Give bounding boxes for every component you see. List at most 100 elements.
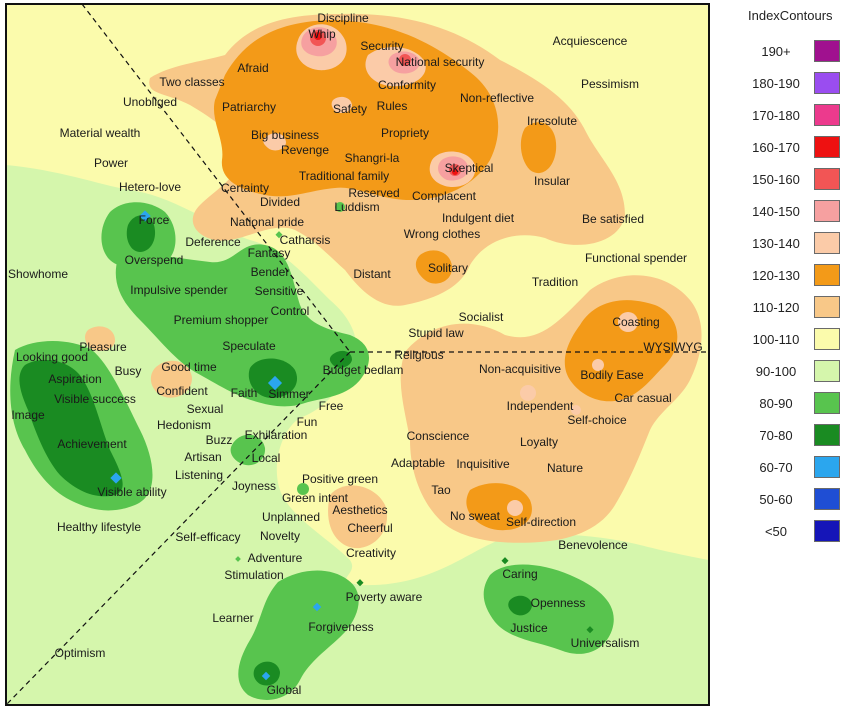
legend-item: 170-180 — [744, 99, 848, 131]
map-label: Car casual — [614, 391, 671, 405]
map-label: Propriety — [381, 126, 429, 140]
map-label: Good time — [161, 360, 217, 374]
map-label: Premium shopper — [174, 313, 269, 327]
map-label: Fun — [297, 415, 318, 429]
band-120-130-irresolute-blob — [520, 122, 557, 174]
legend-item: <50 — [744, 515, 848, 547]
map-label: Local — [252, 451, 281, 465]
map-label: Be satisfied — [582, 212, 644, 226]
map-label: Adventure — [248, 551, 303, 565]
map-label: Coasting — [612, 315, 659, 329]
band-110-120-pleasure-blob — [85, 326, 116, 351]
map-label: Poverty aware — [346, 590, 423, 604]
band-160-170-whip-peak — [314, 32, 322, 40]
map-label: Non-acquisitive — [479, 362, 561, 376]
map-label: Joyness — [232, 479, 276, 493]
legend-item-label: 80-90 — [759, 395, 793, 411]
map-label: Revenge — [281, 143, 329, 157]
legend-swatch — [814, 392, 840, 414]
map-label: Benevolence — [558, 538, 628, 552]
map-label: Healthy lifestyle — [57, 520, 141, 534]
map-label: Whip — [308, 27, 336, 41]
legend-item-label: 100-110 — [752, 331, 800, 347]
legend-swatch — [814, 168, 840, 190]
band-110-120-aesthetics-blob — [328, 485, 388, 549]
map-label: Inquisitive — [456, 457, 510, 471]
legend: IndexContours 190+ 180-190 170-180 160-170 1… — [744, 6, 848, 547]
legend-item-label: 140-150 — [752, 203, 800, 219]
legend-swatch — [814, 424, 840, 446]
legend-item-label: 190+ — [761, 43, 791, 59]
map-label: Divided — [260, 195, 300, 209]
map-label: Control — [271, 304, 310, 318]
map-label: Positive green — [302, 472, 378, 486]
legend-item: 110-120 — [744, 291, 848, 323]
map-label: Conscience — [407, 429, 470, 443]
map-label: Safety — [333, 102, 367, 116]
map-label: Aspiration — [48, 372, 101, 386]
band-120-130-solitary-blob — [415, 250, 452, 284]
map-label: Self-efficacy — [175, 530, 240, 544]
map-label: Force — [139, 213, 170, 227]
map-label: Aesthetics — [332, 503, 387, 517]
band-160-170-skeptical-peak — [452, 169, 458, 175]
map-label: Sensitive — [255, 284, 304, 298]
map-label: Budget bedlam — [323, 363, 404, 377]
legend-item-label: 150-160 — [752, 171, 800, 187]
map-label: Achievement — [57, 437, 127, 451]
map-label: Reserved — [348, 186, 399, 200]
map-label: Creativity — [346, 546, 396, 560]
map-label: Learner — [212, 611, 253, 625]
band-130-140-coasting-peak — [618, 312, 638, 332]
map-label: Adaptable — [391, 456, 445, 470]
map-label: Justice — [510, 621, 548, 635]
marker-force — [139, 210, 151, 222]
map-label: Stimulation — [224, 568, 283, 582]
legend-item-label: 180-190 — [752, 75, 800, 91]
band-130-140-bodily-peak — [592, 359, 604, 371]
map-label: Busy — [115, 364, 142, 378]
map-label: Distant — [353, 267, 391, 281]
map-label: Bender — [251, 265, 290, 279]
legend-item: 60-70 — [744, 451, 848, 483]
map-label: Deference — [185, 235, 241, 249]
legend-item: 50-60 — [744, 483, 848, 515]
map-label: Fantasy — [248, 246, 291, 260]
map-label: Big business — [251, 128, 319, 142]
band-130-140-no-sweat-peak — [507, 500, 523, 516]
map-label: Wrong clothes — [404, 227, 480, 241]
map-label: Skeptical — [445, 161, 494, 175]
map-label: National pride — [230, 215, 304, 229]
map-label: Conformity — [378, 78, 436, 92]
legend-swatch — [814, 264, 840, 286]
map-label: Unplanned — [262, 510, 320, 524]
legend-swatch — [814, 296, 840, 318]
legend-item: 130-140 — [744, 227, 848, 259]
map-frame — [5, 3, 710, 706]
map-label: Openness — [531, 596, 586, 610]
map-label: Solitary — [428, 261, 468, 275]
map-label: Loyalty — [520, 435, 558, 449]
map-label: Indulgent diet — [442, 211, 515, 225]
band-70-80-force-core — [126, 215, 156, 252]
dashed-divider-lower — [6, 351, 351, 705]
map-label: Caring — [502, 567, 537, 581]
legend-swatch — [814, 104, 840, 126]
map-label: Forgiveness — [308, 620, 373, 634]
legend-title: IndexContours — [748, 8, 833, 23]
marker-caring — [501, 557, 509, 565]
legend-swatch — [814, 520, 840, 542]
band-120-130-right-region — [564, 300, 678, 402]
legend-swatch — [814, 360, 840, 382]
map-label: Green intent — [282, 491, 349, 505]
band-150-160-security-peak — [399, 54, 411, 66]
legend-item-label: 70-80 — [759, 427, 793, 443]
marker-universalism — [586, 626, 594, 634]
map-label: Unobliged — [123, 95, 177, 109]
legend-swatch — [814, 232, 840, 254]
legend-item: 80-90 — [744, 387, 848, 419]
legend-item-label: 50-60 — [759, 491, 793, 507]
map-label: Non-reflective — [460, 91, 534, 105]
map-label: Bodily Ease — [580, 368, 644, 382]
band-110-120-confident-blob — [150, 360, 192, 398]
